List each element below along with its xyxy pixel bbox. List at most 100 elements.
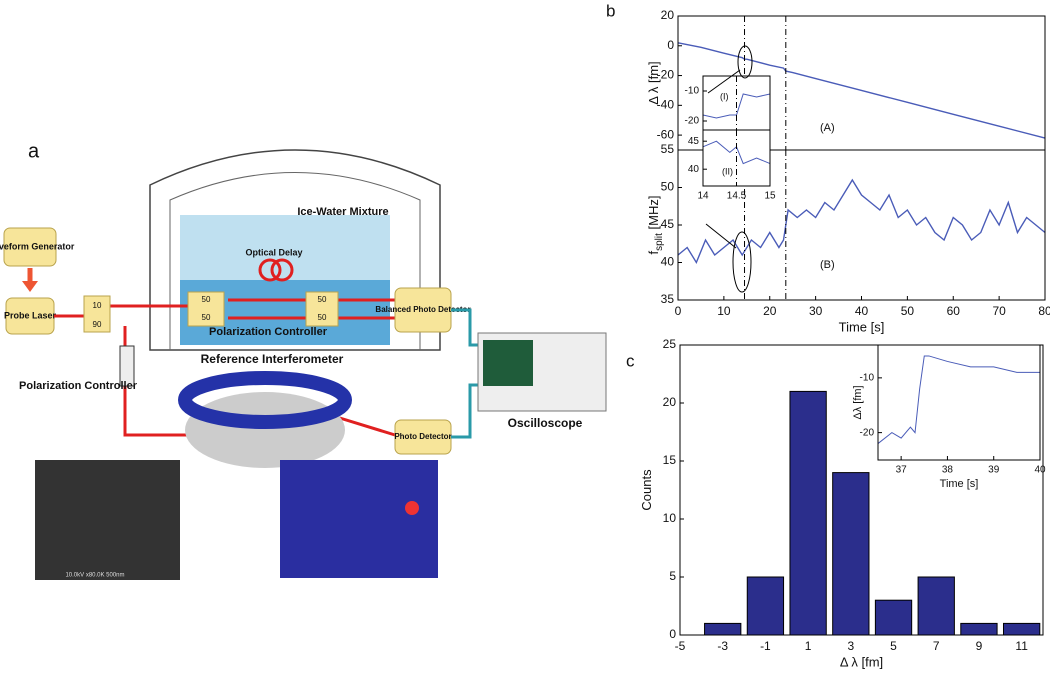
y-axis-label-text: f [646, 250, 661, 254]
annotation: (B) [820, 259, 835, 271]
label: Ice-Water Mixture [297, 206, 388, 218]
label: Waveform Generator [0, 241, 75, 251]
y-tick-label: -20 [657, 68, 675, 82]
y-tick-label: 25 [663, 337, 677, 351]
plot-frame [679, 344, 1044, 636]
arrow-head [22, 281, 38, 292]
y-tick-label: -20 [860, 427, 875, 438]
label: 50 [202, 295, 211, 304]
panel-label: b [606, 1, 615, 20]
label: Photo Detector [394, 432, 451, 441]
y-tick-label: 20 [661, 8, 675, 22]
y-tick-label: 5 [669, 569, 676, 583]
bar [960, 622, 998, 636]
coupler [305, 291, 339, 327]
data-line [877, 355, 1040, 444]
y-tick-label: -10 [685, 86, 700, 97]
delay-coil [258, 258, 282, 282]
arrow [707, 69, 741, 94]
label: Polarization Controller [19, 380, 138, 392]
box [3, 227, 57, 267]
x-tick-label: 0 [675, 304, 682, 318]
x-tick-label: 10 [717, 304, 731, 318]
x-tick-label: 60 [947, 304, 961, 318]
coupler [187, 291, 225, 327]
y-axis-label-text: Counts [639, 469, 654, 511]
y-tick-label: 35 [661, 292, 675, 306]
y-tick-label: 40 [661, 255, 675, 269]
x-tick-label: 30 [809, 304, 823, 318]
label: Oscilloscope [508, 416, 583, 430]
x-tick-label: 70 [992, 304, 1006, 318]
y-tick-label: 10 [663, 511, 677, 525]
x-axis-label: Time [s] [839, 319, 885, 334]
plot-frame [702, 129, 771, 187]
label: 90 [93, 320, 102, 329]
label: Optical Delay [245, 247, 302, 257]
x-tick-label: 80 [1038, 304, 1050, 318]
delay-coil [270, 258, 294, 282]
mode-image [280, 460, 438, 578]
y-axis-label-text: Δ λ [fm] [646, 61, 661, 104]
x-tick-label: 11 [1015, 639, 1028, 653]
data-line [677, 178, 1046, 265]
mode-spot [405, 501, 419, 515]
panel-label: c [626, 351, 635, 370]
x-tick-label: 37 [896, 465, 908, 476]
coupler [83, 295, 111, 333]
annotation: (A) [820, 122, 835, 134]
y-axis-label: Δλ [fm] [852, 385, 864, 419]
screen [483, 340, 533, 386]
cable [451, 308, 478, 439]
bar [1002, 622, 1041, 636]
data-line [677, 42, 1046, 139]
pol-controller [119, 345, 135, 387]
x-axis-label: Δ λ [fm] [840, 654, 883, 669]
label: 50 [318, 295, 327, 304]
label: 50 [318, 313, 327, 322]
plot-frame [677, 149, 1046, 301]
label: 10 [93, 301, 102, 310]
annotation: (I) [720, 91, 729, 101]
plot-frame [877, 344, 1041, 461]
x-tick-label: 1 [805, 639, 812, 653]
x-tick-label: 14.5 [727, 191, 747, 202]
arrow [705, 223, 737, 249]
y-axis-label-unit: [MHz] [646, 196, 661, 234]
panel-label: a [28, 140, 40, 162]
y-axis-label: Counts [639, 469, 654, 511]
inset-background [878, 345, 1040, 460]
highlight [737, 45, 753, 79]
y-axis-label: Δ λ [fm] [646, 61, 661, 104]
bar [917, 576, 955, 636]
y-tick-label: 15 [663, 453, 677, 467]
y-tick-label: -40 [657, 98, 675, 112]
y-tick-label: 0 [667, 38, 674, 52]
y-axis-label-sub: split [654, 233, 665, 251]
y-tick-label: -60 [657, 127, 675, 141]
x-tick-label: 5 [890, 639, 897, 653]
chart: 20 0 -20 -40 -60 (A) Δ λ [fm] [646, 8, 1046, 151]
chart: -10 -20 37 38 39 40 Time [s] Δλ [fm] [852, 344, 1046, 490]
x-tick-label: -3 [717, 639, 728, 653]
bar [874, 599, 913, 636]
chamber-inner [169, 172, 421, 350]
label: Reference Interferometer [201, 352, 344, 366]
y-axis-label-text: Δλ [fm] [852, 385, 864, 419]
sem-image [35, 460, 180, 580]
x-tick-label: 40 [855, 304, 869, 318]
x-tick-label: -1 [760, 639, 771, 653]
chart: 35 40 45 50 55 0 10 20 30 40 50 60 70 80 (B) Time [s] fs… [646, 142, 1050, 334]
label: 50 [202, 313, 211, 322]
y-tick-label: -10 [860, 372, 875, 383]
chart: -10 -20 (I) [685, 75, 771, 131]
setup-diagram: a Waveform Generator Probe Laser 10 90 5… [0, 140, 607, 580]
x-tick-label: 20 [763, 304, 777, 318]
toroid [178, 371, 352, 429]
y-tick-label: 55 [661, 142, 675, 156]
y-tick-label: 45 [661, 217, 675, 231]
bar [832, 472, 870, 636]
y-tick-label: 45 [688, 136, 700, 147]
y-tick-label: 0 [669, 627, 676, 641]
